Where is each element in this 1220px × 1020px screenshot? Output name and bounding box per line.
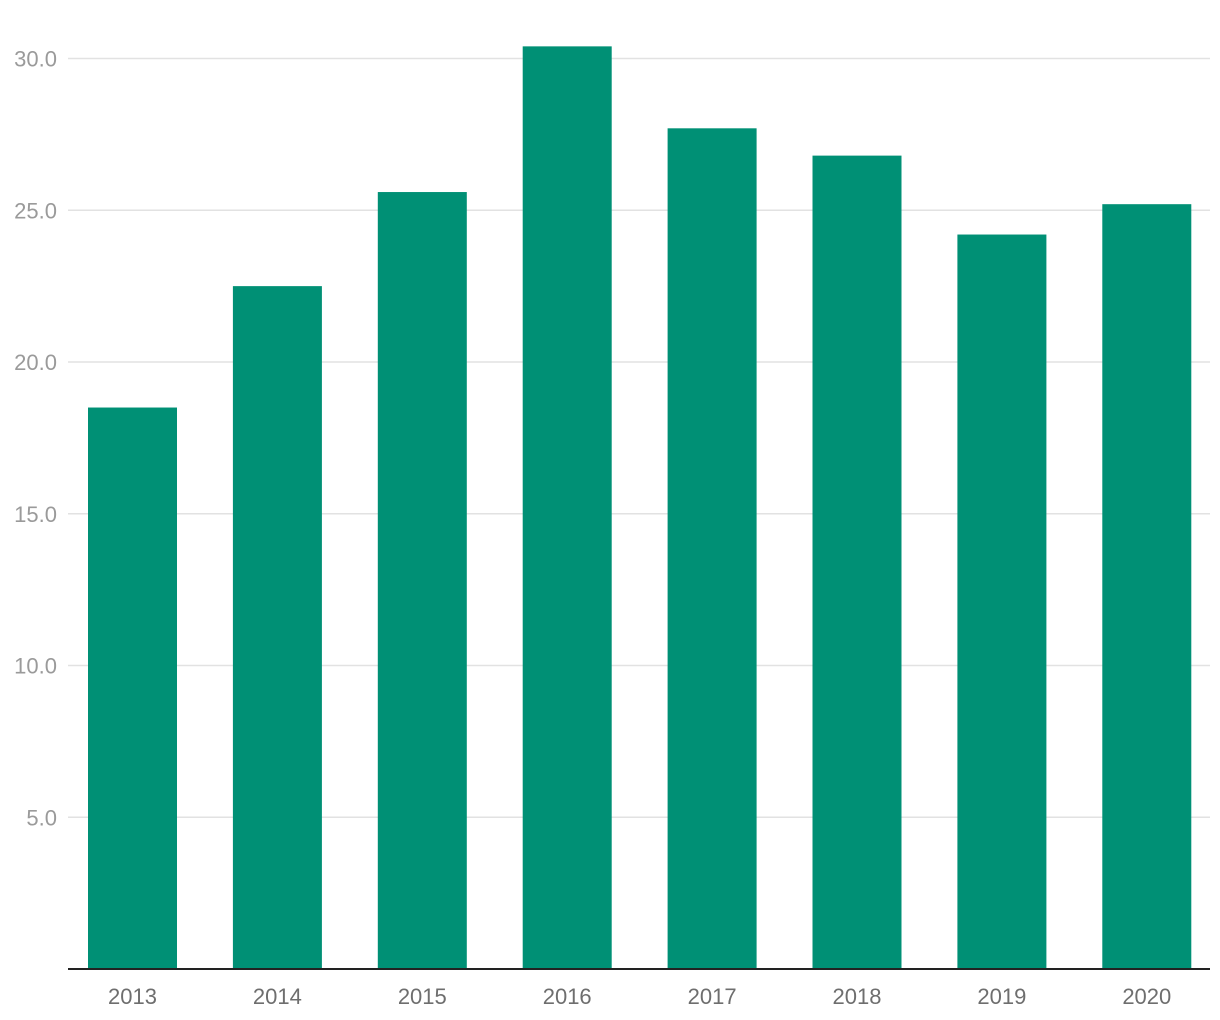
x-axis-ticks: 2013 2014 2015 2016 2017 2018 2019 2020	[108, 984, 1171, 1009]
x-tick-label: 2020	[1122, 984, 1171, 1009]
x-tick-label: 2016	[543, 984, 592, 1009]
y-tick-label: 5.0	[26, 805, 57, 830]
x-tick-label: 2018	[833, 984, 882, 1009]
y-tick-label: 15.0	[14, 502, 57, 527]
bar-2013	[88, 407, 177, 969]
bar-2014	[232, 286, 322, 969]
y-axis-ticks: 5.0 10.0 15.0 20.0 25.0 30.0	[14, 47, 57, 831]
bar-2015	[377, 192, 467, 970]
x-tick-label: 2015	[398, 984, 447, 1009]
x-tick-label: 2017	[688, 984, 737, 1009]
bars	[88, 46, 1192, 970]
x-tick-label: 2014	[253, 984, 302, 1009]
x-tick-label: 2019	[977, 984, 1026, 1009]
bar-2020	[1102, 204, 1192, 969]
y-tick-label: 30.0	[14, 47, 57, 72]
bar-2017	[667, 128, 757, 969]
bar-2018	[812, 155, 902, 969]
y-tick-label: 20.0	[14, 350, 57, 375]
y-tick-label: 25.0	[14, 198, 57, 223]
bar-2019	[957, 234, 1047, 969]
y-tick-label: 10.0	[14, 654, 57, 679]
x-tick-label: 2013	[108, 984, 157, 1009]
bar-2016	[522, 46, 612, 970]
